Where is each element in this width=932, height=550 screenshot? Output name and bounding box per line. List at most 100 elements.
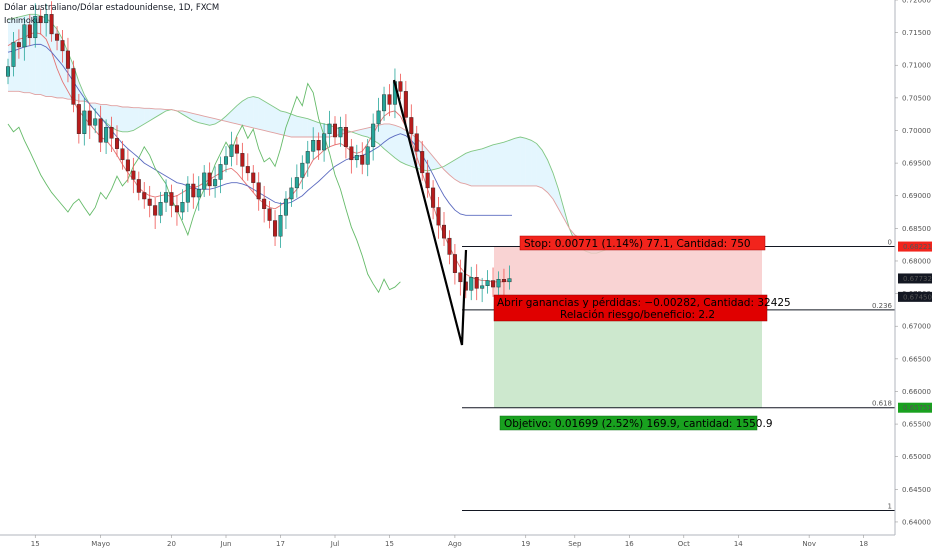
indicator-label[interactable]: Ichimoku <box>4 16 41 25</box>
candle <box>251 165 256 193</box>
candle <box>120 140 125 170</box>
x-tick-label: Oct <box>678 540 690 548</box>
candle <box>289 177 294 207</box>
cloud-segment <box>122 107 128 132</box>
candle <box>93 108 98 134</box>
candle <box>305 140 310 177</box>
candle <box>114 125 119 157</box>
candle-body <box>27 24 32 39</box>
y-tick-label: 0.65500 <box>902 421 931 429</box>
candle-body <box>447 237 452 255</box>
risk-zone[interactable] <box>494 246 762 297</box>
candle <box>11 31 16 77</box>
x-tick-label: Nov <box>802 540 816 548</box>
candle <box>267 200 272 229</box>
candle-body <box>349 146 354 161</box>
entry-price-tag: 0.67450 <box>898 291 932 302</box>
cloud-segment <box>46 18 52 97</box>
cloud-segment <box>313 120 319 138</box>
candle-body <box>5 66 10 77</box>
svg-text:0.65751: 0.65751 <box>903 404 932 412</box>
cloud-segment <box>476 148 483 186</box>
x-tick-label: 20 <box>167 540 176 548</box>
cloud-segment <box>133 107 139 131</box>
candle-body <box>425 172 430 189</box>
candle-body <box>452 254 457 273</box>
candle-body <box>76 104 81 134</box>
y-tick-label: 0.66000 <box>902 388 931 396</box>
time-axis[interactable]: 15 Mayo 20 Jun 17 Jul 15 Ago 19 Sep 16 Oct 14 Nov 18 <box>0 534 895 548</box>
candle <box>425 159 430 198</box>
cloud-segment <box>155 108 161 118</box>
y-tick-label: 0.67000 <box>902 323 931 331</box>
trend-lines[interactable] <box>392 79 468 346</box>
candle-body <box>316 140 321 151</box>
candle <box>322 123 327 162</box>
candle <box>485 270 490 294</box>
candle-body <box>71 68 76 105</box>
current-price-tag: 0.67732 <box>898 273 932 284</box>
target-label: Objetivo: 0.01699 (2.52%) 169.9, cantida… <box>504 418 773 430</box>
candle-body <box>191 183 196 198</box>
candle-body <box>202 172 207 190</box>
candle-body <box>300 162 305 178</box>
candle-body <box>256 182 261 200</box>
candle-body <box>169 192 174 206</box>
candle <box>174 195 179 226</box>
cloud-segment <box>231 105 237 124</box>
candle-body <box>223 156 228 165</box>
candle-body <box>98 118 103 143</box>
candle-body <box>218 164 223 180</box>
candle <box>507 265 512 290</box>
candle-body <box>507 278 512 283</box>
candle-body <box>174 205 179 213</box>
candle-body <box>180 202 185 213</box>
candle-body <box>485 280 490 286</box>
candle <box>256 172 261 211</box>
target-badge[interactable]: Objetivo: 0.01699 (2.52%) 169.9, cantida… <box>499 415 773 431</box>
candles <box>5 1 512 303</box>
x-tick-label: 19 <box>521 540 530 548</box>
candle <box>452 244 457 285</box>
cloud-segment <box>149 108 156 121</box>
candle-body <box>371 123 376 147</box>
candle-body <box>442 224 447 239</box>
cloud-segment <box>307 118 314 138</box>
candle <box>218 156 223 194</box>
candle <box>392 68 397 119</box>
position-zones <box>494 246 762 408</box>
cloud-segment <box>209 117 216 126</box>
y-tick-label: 0.69000 <box>902 192 931 200</box>
y-tick-label: 0.72000 <box>902 0 931 5</box>
candle-body <box>403 91 408 118</box>
price-axis[interactable]: 0.72000 0.71500 0.71000 0.70500 0.70000 0.695… <box>894 0 931 535</box>
candle <box>333 116 338 145</box>
candle <box>213 166 218 198</box>
cloud-segment <box>247 96 254 128</box>
candle-body <box>229 144 234 157</box>
candle <box>262 185 267 223</box>
candle <box>458 259 463 296</box>
candle-body <box>125 159 130 172</box>
y-tick-label: 0.68500 <box>902 225 931 233</box>
ichimoku-cloud <box>7 13 641 254</box>
stop-badge[interactable]: Stop: 0.00771 (1.14%) 77.1, Cantidad: 75… <box>519 235 766 251</box>
candle <box>49 1 54 42</box>
svg-text:0.67450: 0.67450 <box>903 293 932 301</box>
candle <box>87 103 92 139</box>
candle-body <box>136 179 141 193</box>
cloud-segment <box>553 172 559 209</box>
candle <box>474 264 479 301</box>
x-tick-label: 15 <box>385 540 394 548</box>
candle <box>33 3 38 48</box>
candle <box>387 84 392 117</box>
cloud-segment <box>291 114 297 138</box>
candle <box>196 176 201 211</box>
cloud-segment <box>264 101 270 132</box>
candle <box>376 97 381 132</box>
pnl-badge[interactable]: Abrir ganancias y pérdidas: −0.00282, Ca… <box>493 294 791 322</box>
candle-body <box>104 127 109 143</box>
cloud-segment <box>454 156 461 183</box>
candle <box>55 26 60 51</box>
